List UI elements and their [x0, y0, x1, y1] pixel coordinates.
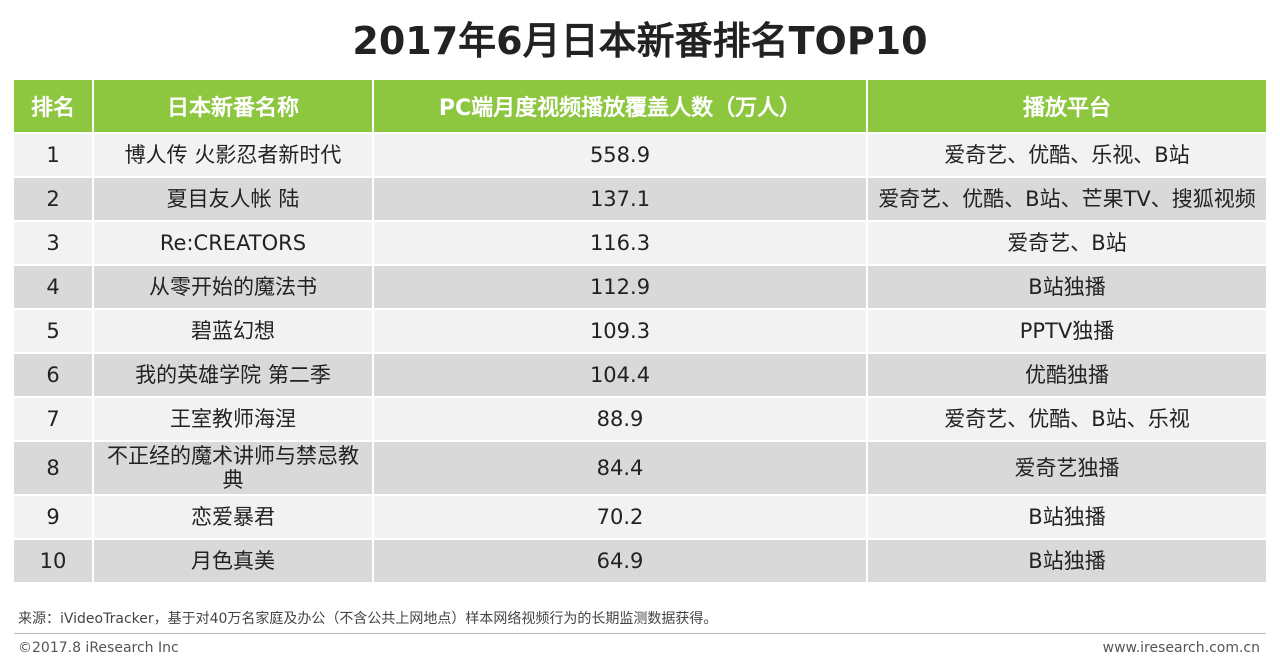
- platform-cell: 爱奇艺独播: [868, 440, 1266, 494]
- table-body: 1 博人传 火影忍者新时代 558.9 爱奇艺、优酷、乐视、B站 2 夏目友人帐 陆 137…: [14, 132, 1266, 582]
- column-header-viewers: PC端月度视频播放覆盖人数（万人）: [374, 80, 868, 132]
- platform-cell: 优酷独播: [868, 352, 1266, 396]
- viewers-cell: 116.3: [374, 220, 868, 264]
- column-header-rank: 排名: [14, 80, 94, 132]
- title-cell: Re:CREATORS: [94, 220, 374, 264]
- table-row: 8 不正经的魔术讲师与禁忌教典 84.4 爱奇艺独播: [14, 440, 1266, 494]
- column-header-platform: 播放平台: [868, 80, 1266, 132]
- rank-cell: 7: [14, 396, 94, 440]
- title-cell: 恋爱暴君: [94, 494, 374, 538]
- page-title: 2017年6月日本新番排名TOP10: [352, 19, 928, 63]
- title-cell: 博人传 火影忍者新时代: [94, 132, 374, 176]
- table-row: 3 Re:CREATORS 116.3 爱奇艺、B站: [14, 220, 1266, 264]
- platform-cell: PPTV独播: [868, 308, 1266, 352]
- table-row: 9 恋爱暴君 70.2 B站独播: [14, 494, 1266, 538]
- title-cell: 从零开始的魔法书: [94, 264, 374, 308]
- platform-cell: B站独播: [868, 264, 1266, 308]
- viewers-cell: 112.9: [374, 264, 868, 308]
- platform-cell: B站独播: [868, 494, 1266, 538]
- platform-cell: 爱奇艺、优酷、B站、芒果TV、搜狐视频: [868, 176, 1266, 220]
- rank-cell: 3: [14, 220, 94, 264]
- platform-cell: B站独播: [868, 538, 1266, 582]
- table-header-row: 排名 日本新番名称 PC端月度视频播放覆盖人数（万人） 播放平台: [14, 80, 1266, 132]
- table-row: 5 碧蓝幻想 109.3 PPTV独播: [14, 308, 1266, 352]
- table-row: 2 夏目友人帐 陆 137.1 爱奇艺、优酷、B站、芒果TV、搜狐视频: [14, 176, 1266, 220]
- title-cell: 不正经的魔术讲师与禁忌教典: [94, 440, 374, 494]
- table-row: 7 王室教师海涅 88.9 爱奇艺、优酷、B站、乐视: [14, 396, 1266, 440]
- rank-cell: 4: [14, 264, 94, 308]
- rank-cell: 8: [14, 440, 94, 494]
- rank-cell: 6: [14, 352, 94, 396]
- rank-cell: 10: [14, 538, 94, 582]
- copyright-text: ©2017.8 iResearch Inc: [18, 640, 179, 656]
- column-header-title: 日本新番名称: [94, 80, 374, 132]
- table-row: 6 我的英雄学院 第二季 104.4 优酷独播: [14, 352, 1266, 396]
- viewers-cell: 104.4: [374, 352, 868, 396]
- viewers-cell: 70.2: [374, 494, 868, 538]
- platform-cell: 爱奇艺、优酷、B站、乐视: [868, 396, 1266, 440]
- platform-cell: 爱奇艺、优酷、乐视、B站: [868, 132, 1266, 176]
- viewers-cell: 558.9: [374, 132, 868, 176]
- table-row: 10 月色真美 64.9 B站独播: [14, 538, 1266, 582]
- footer-divider: [14, 633, 1266, 634]
- viewers-cell: 64.9: [374, 538, 868, 582]
- source-note: 来源：iVideoTracker，基于对40万名家庭及办公（不含公共上网地点）样…: [18, 611, 718, 627]
- viewers-cell: 137.1: [374, 176, 868, 220]
- platform-cell: 爱奇艺、B站: [868, 220, 1266, 264]
- rank-cell: 9: [14, 494, 94, 538]
- viewers-cell: 88.9: [374, 396, 868, 440]
- title-cell: 我的英雄学院 第二季: [94, 352, 374, 396]
- viewers-cell: 84.4: [374, 440, 868, 494]
- title-cell: 碧蓝幻想: [94, 308, 374, 352]
- table-row: 1 博人传 火影忍者新时代 558.9 爱奇艺、优酷、乐视、B站: [14, 132, 1266, 176]
- website-text: www.iresearch.com.cn: [1102, 640, 1260, 656]
- rank-cell: 1: [14, 132, 94, 176]
- title-cell: 夏目友人帐 陆: [94, 176, 374, 220]
- viewers-cell: 109.3: [374, 308, 868, 352]
- ranking-table: 排名 日本新番名称 PC端月度视频播放覆盖人数（万人） 播放平台 1 博人传 火影…: [14, 80, 1266, 582]
- title-cell: 月色真美: [94, 538, 374, 582]
- table-row: 4 从零开始的魔法书 112.9 B站独播: [14, 264, 1266, 308]
- title-cell: 王室教师海涅: [94, 396, 374, 440]
- rank-cell: 5: [14, 308, 94, 352]
- rank-cell: 2: [14, 176, 94, 220]
